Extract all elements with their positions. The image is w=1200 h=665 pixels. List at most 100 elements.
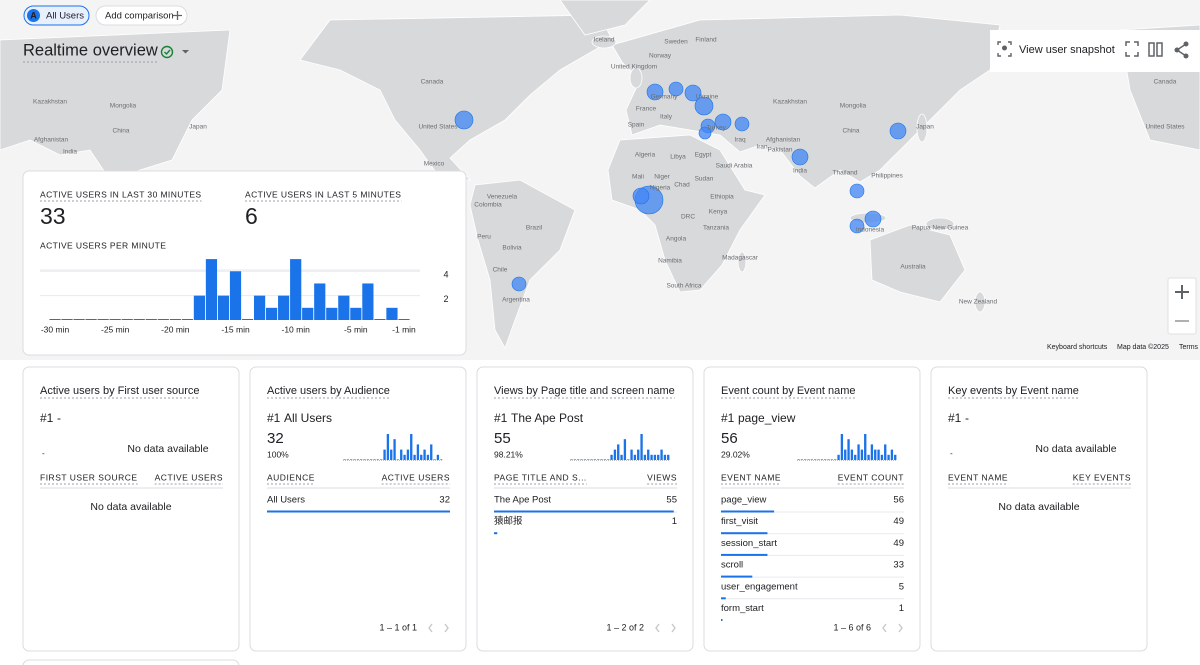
top-item: - xyxy=(965,411,969,425)
chart-label: ACTIVE USERS PER MINUTE xyxy=(40,240,166,250)
spark-bar xyxy=(797,459,800,460)
column-header: PAGE TITLE AND S... xyxy=(494,472,587,482)
no-data: No data available xyxy=(127,443,208,455)
spark-bar xyxy=(867,454,870,460)
row-value: 1 xyxy=(899,603,904,614)
next-page[interactable] xyxy=(671,623,676,633)
next-page[interactable] xyxy=(898,623,903,633)
row-value: 49 xyxy=(893,538,904,549)
column-header: EVENT NAME xyxy=(721,472,781,482)
location-bubble[interactable] xyxy=(714,113,732,131)
x-tick-label: -25 min xyxy=(101,324,130,334)
spark-bar xyxy=(660,449,663,460)
spark-bar xyxy=(406,449,410,460)
location-bubble[interactable] xyxy=(668,81,684,97)
location-bubble[interactable] xyxy=(791,148,809,166)
location-bubble[interactable] xyxy=(849,183,865,199)
metric-value: 33 xyxy=(40,203,66,229)
spark-bar xyxy=(663,454,667,460)
spark-bar xyxy=(396,459,400,460)
map-label: Venezuela xyxy=(487,194,518,201)
row-value: 32 xyxy=(439,495,450,506)
land xyxy=(629,67,643,89)
next-page[interactable] xyxy=(444,623,449,633)
spark-bar xyxy=(653,454,657,460)
spark-bar xyxy=(640,434,643,460)
spark-bar xyxy=(630,449,633,460)
land xyxy=(591,35,617,49)
prev-page[interactable] xyxy=(655,623,660,633)
status-check xyxy=(160,45,174,59)
spark-bar xyxy=(884,444,887,460)
map-labels: Iceland Sweden Finland Norway United Kingdom… xyxy=(33,37,1185,306)
location-bubble[interactable] xyxy=(646,83,664,101)
segment-chip[interactable] xyxy=(23,5,90,26)
location-bubble[interactable] xyxy=(454,110,474,130)
map-label: Namibia xyxy=(658,258,682,265)
location-bubble[interactable] xyxy=(864,210,882,228)
prev-page[interactable] xyxy=(882,623,887,633)
segment-badge xyxy=(27,9,40,22)
map-label: Papua New Guinea xyxy=(912,225,969,232)
rank: #1 xyxy=(267,411,281,425)
spark-bar xyxy=(577,459,580,460)
title-caret[interactable] xyxy=(182,50,189,54)
metric-value: 6 xyxy=(245,203,258,229)
status-check xyxy=(164,49,171,56)
spark-bar xyxy=(613,449,617,460)
location-bubble[interactable] xyxy=(684,84,702,102)
map-label: Thailand xyxy=(833,170,858,177)
row-share-bar xyxy=(721,597,726,600)
location-bubble[interactable] xyxy=(734,116,750,132)
location-bubble[interactable] xyxy=(694,96,714,116)
add-comparison-chip[interactable] xyxy=(95,5,188,26)
x-tick-label: -20 min xyxy=(161,324,190,334)
share-icon xyxy=(1183,41,1189,47)
pagination: 1 – 6 of 6 xyxy=(833,622,871,632)
map-label: South Africa xyxy=(666,283,701,290)
x-tick-label: -1 min xyxy=(392,324,416,334)
spark-bar xyxy=(877,449,880,460)
map-label: Italy xyxy=(660,114,673,121)
spark-bar xyxy=(580,459,583,460)
map-label: India xyxy=(63,149,77,156)
bar xyxy=(193,295,206,320)
location-bubble[interactable] xyxy=(698,126,712,140)
compare-icon[interactable] xyxy=(1148,42,1163,57)
land xyxy=(469,179,576,349)
spark-bar xyxy=(857,444,860,460)
column-header: FIRST USER SOURCE xyxy=(40,472,138,482)
location-bubble[interactable] xyxy=(632,187,650,205)
map-label: Nigeria xyxy=(650,185,671,192)
share-icon xyxy=(1183,53,1189,59)
location-bubble[interactable] xyxy=(511,276,527,292)
map-label: New Zealand xyxy=(959,299,998,306)
spark-bar xyxy=(383,449,386,460)
map-label: Kenya xyxy=(709,209,728,216)
location-bubble[interactable] xyxy=(889,122,907,140)
zoom-in[interactable] xyxy=(1175,285,1189,299)
map-label: Ethiopia xyxy=(710,194,734,201)
card-title: Event count by Event name xyxy=(721,385,856,397)
spark-bar xyxy=(830,459,834,460)
land xyxy=(559,0,651,36)
fullscreen-icon[interactable] xyxy=(1125,41,1139,57)
bar xyxy=(253,295,266,320)
row-share-bar xyxy=(721,510,775,513)
spark-bar xyxy=(423,449,426,460)
top-item: page_view xyxy=(738,411,796,425)
row-share-bar xyxy=(721,532,768,535)
map-label: China xyxy=(843,128,860,135)
no-data: No data available xyxy=(998,501,1079,513)
spark-bar xyxy=(860,449,864,460)
spark-bar xyxy=(416,444,420,460)
card-title: Active users by First user source xyxy=(40,385,200,397)
spark-bar xyxy=(353,459,356,460)
card-title: Key events by Event name xyxy=(948,385,1079,397)
spark-bar xyxy=(583,459,587,460)
column-header: KEY EVENTS xyxy=(1073,472,1131,482)
prev-page[interactable] xyxy=(428,623,433,633)
pagination: 1 – 2 of 2 xyxy=(606,622,644,632)
location-bubble[interactable] xyxy=(849,218,865,234)
row-label: 猿邮报 xyxy=(494,515,523,527)
